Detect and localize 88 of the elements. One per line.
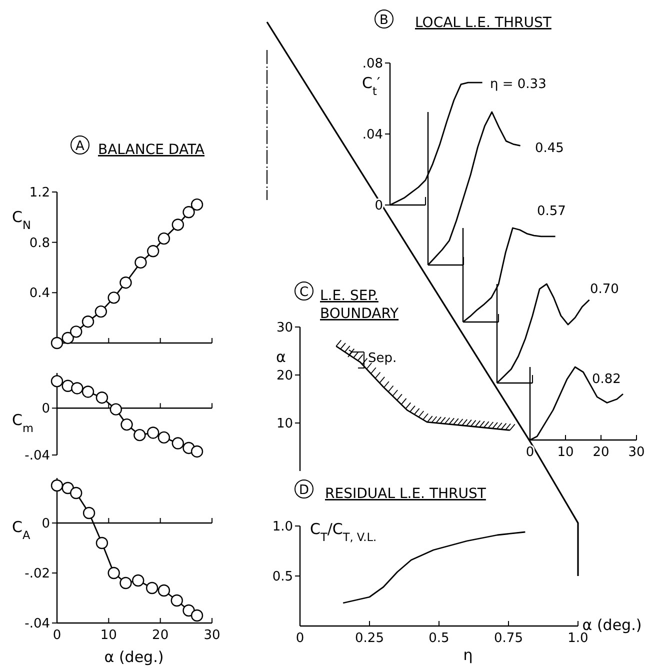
point (158, 232, 170, 245)
y-tick-label: .08 (362, 56, 383, 72)
point (120, 418, 133, 431)
x-tick-label: 30 (628, 445, 645, 460)
x-tick-label: 0.25 (355, 631, 384, 646)
x-tick-label: 10 (100, 628, 117, 643)
y-tick-label: 30 (276, 320, 293, 336)
text: C (299, 285, 309, 300)
x-tick-label: 0 (526, 445, 534, 460)
point (108, 566, 120, 580)
text: D (298, 483, 310, 498)
chart-title: L.E. SEP. BOUNDARY (320, 288, 400, 322)
y-tick-label: 0.8 (29, 236, 50, 251)
point (70, 326, 82, 338)
x-axis-title: α (deg.) (104, 648, 164, 666)
y-tick-label: 1.2 (29, 186, 50, 201)
x-tick-label: 0.75 (494, 631, 523, 646)
text: A (76, 139, 85, 154)
x-axis-title: η (463, 646, 473, 664)
chart-title: RESIDUAL L.E. THRUST (325, 486, 486, 502)
chart-title: LOCAL L.E. THRUST (415, 15, 552, 31)
point (70, 486, 82, 500)
point (94, 305, 108, 318)
x-tick-label: 10 (557, 445, 574, 460)
series-label: 0.45 (535, 141, 564, 156)
x-tick-label: 0 (296, 631, 304, 646)
point (71, 382, 84, 394)
x-tick-label: 1.0 (568, 631, 588, 646)
y-axis-title: C$_{m}$ (12, 411, 34, 434)
point (96, 392, 108, 404)
point (62, 482, 74, 494)
point (108, 292, 120, 304)
y-tick-label: .04 (362, 128, 383, 143)
chart-title: BALANCE DATA (98, 142, 205, 158)
point (158, 431, 170, 444)
point (120, 276, 132, 289)
x-tick-label: 0.5 (428, 631, 450, 646)
point (172, 218, 184, 231)
y-tick-label: -.04 (24, 616, 50, 632)
y-tick-label: 1.0 (272, 520, 293, 535)
point (62, 332, 74, 344)
annotation: Sep. (368, 351, 397, 366)
x-tick-label: 30 (204, 628, 220, 643)
y-tick-label: 0 (42, 516, 50, 532)
y-tick-label: -.04 (24, 448, 50, 464)
y-axis-title: C$_{N}$ (12, 208, 31, 232)
point (146, 582, 158, 594)
y-tick-label: 20 (276, 368, 293, 384)
point (170, 594, 183, 607)
point (182, 206, 195, 218)
y-tick-label: 0.5 (272, 570, 293, 585)
point (50, 479, 64, 492)
point (190, 445, 204, 458)
point (82, 386, 94, 398)
y-tick-label: 10 (276, 416, 293, 432)
y-axis-title: C$_{t}$′ (362, 74, 381, 98)
series-label: 0.57 (537, 204, 566, 219)
point (134, 428, 146, 442)
x-axis-title: α (deg.) (582, 616, 642, 634)
x-tick-label: 20 (592, 445, 610, 460)
series-label: 0.70 (590, 282, 619, 297)
point (110, 403, 122, 416)
point (190, 609, 204, 622)
y-tick-label: -.02 (24, 566, 50, 582)
point (120, 576, 132, 590)
point (82, 316, 94, 328)
y-tick-label: 0.4 (29, 286, 50, 302)
point (190, 198, 204, 211)
series-label: 0.82 (592, 372, 621, 387)
y-axis-title: C$_{T}$/C$_{T, V.L.}$ (310, 520, 377, 544)
point (132, 574, 144, 587)
series-label: η = 0.33 (490, 77, 546, 92)
x-tick-label: 20 (152, 628, 169, 643)
point (158, 584, 170, 597)
point (50, 336, 64, 350)
y-tick-label: 0 (42, 402, 50, 417)
line-series (342, 531, 526, 604)
y-axis-title: α (276, 348, 286, 366)
point (147, 426, 160, 439)
point (172, 437, 184, 450)
point (82, 506, 96, 520)
point (50, 375, 64, 388)
point (96, 536, 108, 550)
y-axis-title: C$_{A}$ (12, 518, 30, 542)
point (134, 256, 147, 269)
text: B (380, 13, 388, 28)
x-tick-label: 0 (52, 628, 62, 643)
point (147, 245, 160, 258)
